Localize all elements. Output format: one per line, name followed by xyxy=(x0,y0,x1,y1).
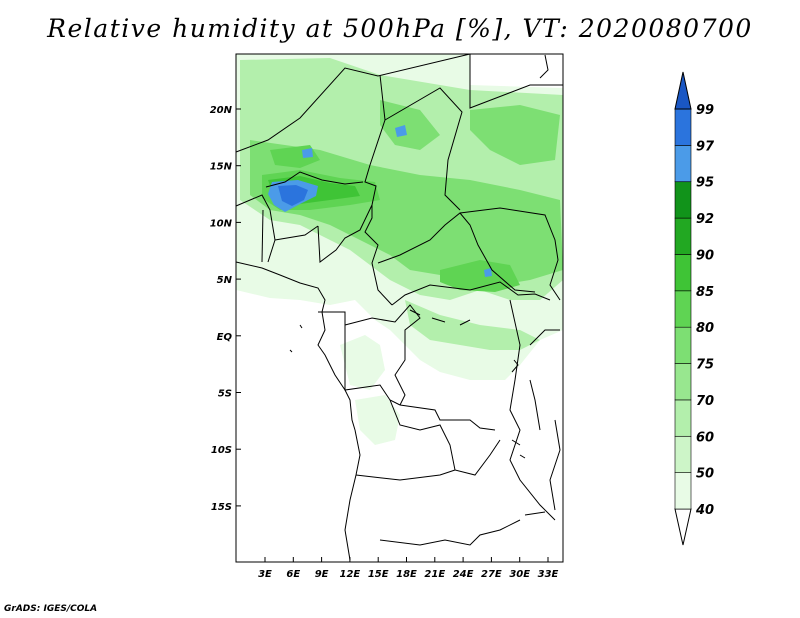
colorbar-segment xyxy=(674,363,692,401)
lat-label: 15S xyxy=(211,502,232,513)
lat-label: EQ xyxy=(217,332,233,343)
colorbar-segment xyxy=(674,435,692,473)
colorbar-label: 97 xyxy=(696,139,715,154)
lat-label: 10S xyxy=(211,445,232,456)
colorbar-label: 40 xyxy=(695,503,714,518)
colorbar-label: 70 xyxy=(696,394,714,409)
latitude-ticks: 20N 15N 10N 5N EQ 5S 10S 15S xyxy=(210,105,241,513)
lon-label: 24E xyxy=(453,569,474,580)
country-borders xyxy=(235,53,563,561)
lon-label: 33E xyxy=(538,569,559,580)
colorbar-arrow-high xyxy=(674,71,692,110)
colorbar-label: 99 xyxy=(696,103,714,118)
lon-label: 27E xyxy=(481,569,502,580)
lon-label: 30E xyxy=(509,569,530,580)
lon-label: 15E xyxy=(368,569,389,580)
lat-label: 5N xyxy=(217,275,233,286)
colorbar-label: 95 xyxy=(696,176,714,191)
colorbar-segment xyxy=(674,145,692,183)
lat-label: 10N xyxy=(210,218,233,229)
colorbar-segment xyxy=(674,290,692,328)
colorbar-segment xyxy=(674,217,692,255)
lat-label: 15N xyxy=(210,162,233,173)
colorbar-segment xyxy=(674,181,692,219)
colorbar-label: 80 xyxy=(696,321,714,336)
humidity-shading xyxy=(236,54,563,445)
colorbar-label: 60 xyxy=(696,430,714,445)
colorbar-label: 92 xyxy=(696,212,714,227)
lon-label: 3E xyxy=(258,569,272,580)
longitude-ticks: 3E 6E 9E 12E 15E 18E 21E 24E 27E 30E 33E xyxy=(258,557,559,580)
lat-label: 20N xyxy=(210,105,233,116)
colorbar-arrow-low xyxy=(674,508,692,546)
lon-label: 12E xyxy=(340,569,361,580)
lat-label: 5S xyxy=(218,389,232,400)
colorbar-label: 50 xyxy=(696,467,714,482)
lon-label: 9E xyxy=(315,569,329,580)
colorbar-segment xyxy=(674,108,692,146)
lon-label: 21E xyxy=(424,569,445,580)
credit-text: GrADS: IGES/COLA xyxy=(4,604,98,614)
lon-label: 18E xyxy=(396,569,417,580)
map-frame xyxy=(235,53,564,563)
chart-title: Relative humidity at 500hPa [%], VT: 202… xyxy=(47,14,753,43)
colorbar-label: 85 xyxy=(696,285,714,300)
colorbar-label: 90 xyxy=(696,248,714,263)
colorbar-segment xyxy=(674,399,692,437)
colorbar-segment xyxy=(674,254,692,292)
colorbar-label: 75 xyxy=(696,358,714,373)
colorbar-segment xyxy=(674,472,692,510)
colorbar: 40 50 60 70 75 80 85 90 92 95 97 99 xyxy=(674,71,715,546)
lon-label: 6E xyxy=(286,569,300,580)
colorbar-segment xyxy=(674,326,692,364)
